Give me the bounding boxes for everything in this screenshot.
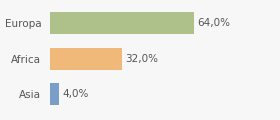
Text: 64,0%: 64,0% <box>197 18 230 28</box>
Bar <box>50 48 122 70</box>
Bar <box>50 83 59 105</box>
Text: 32,0%: 32,0% <box>125 54 158 64</box>
Bar <box>50 12 194 34</box>
Text: 4,0%: 4,0% <box>63 89 89 99</box>
